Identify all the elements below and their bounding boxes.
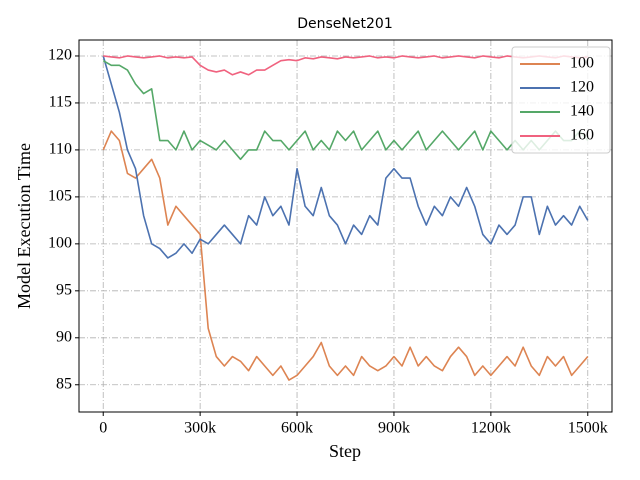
legend-box	[511, 46, 611, 154]
series-line	[102, 130, 589, 381]
y-tick-label: 110	[49, 141, 72, 158]
x-tick-label: 900k	[378, 420, 410, 437]
x-tick-label: 1200k	[471, 420, 511, 437]
plot-frame	[78, 39, 613, 413]
y-axis-label: Model Execution Time	[14, 143, 34, 309]
legend-label: 100	[570, 55, 594, 72]
legend-label: 160	[570, 127, 594, 144]
y-tick-label: 105	[48, 188, 72, 205]
series-line	[103, 55, 588, 76]
y-tick-label: 85	[56, 375, 72, 392]
legend-label: 140	[570, 103, 594, 120]
x-tick-label: 1500k	[568, 420, 608, 437]
series-line	[102, 55, 589, 259]
x-axis-label: Step	[329, 441, 361, 461]
y-tick-label: 115	[49, 94, 72, 111]
y-tick-label: 120	[48, 47, 72, 64]
y-tick-label: 95	[56, 281, 72, 298]
x-tick-label: 300k	[184, 420, 216, 437]
y-tick-label: 90	[56, 328, 72, 345]
x-tick-label: 600k	[281, 420, 313, 437]
y-tick-label: 100	[48, 235, 72, 252]
chart-title: DenseNet201	[297, 16, 392, 32]
x-tick-label: 0	[99, 420, 107, 437]
legend-label: 120	[570, 79, 594, 96]
series-line	[102, 59, 589, 161]
